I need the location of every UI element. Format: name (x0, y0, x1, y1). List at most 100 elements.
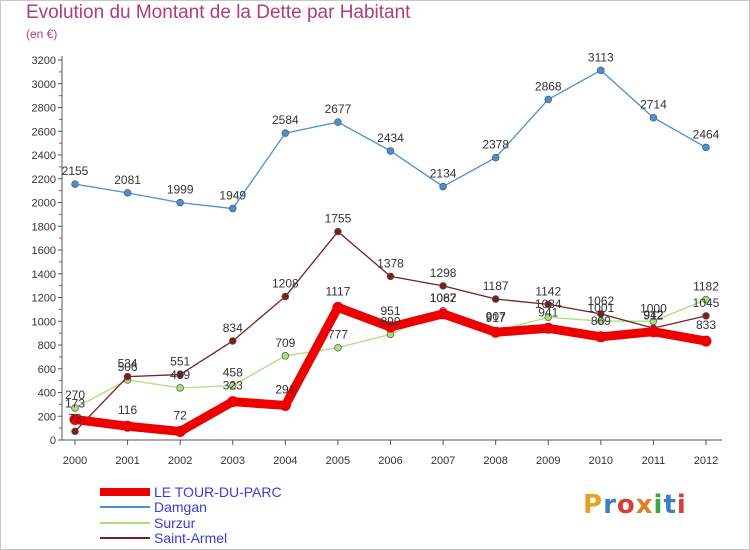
data-label: 1949 (219, 189, 246, 203)
data-label: 2081 (114, 173, 141, 187)
data-point (229, 381, 237, 390)
data-point (123, 189, 132, 197)
data-label: 1000 (640, 301, 667, 315)
y-tick-label: 1200 (32, 293, 56, 305)
legend-swatch (100, 506, 150, 509)
data-label: 1999 (167, 183, 194, 197)
chart-subtitle: (en €) (26, 27, 58, 41)
data-point (702, 312, 710, 320)
data-label: 709 (275, 336, 295, 350)
axes: 0 200 400 600 800 1000 1200 1400 1600 1800 2000 220… (32, 55, 722, 467)
data-point (281, 292, 290, 301)
data-point (71, 404, 79, 412)
y-tick-label: 2600 (32, 126, 56, 138)
data-label: 1062 (587, 294, 614, 308)
data-label: 506 (118, 360, 138, 374)
data-point (281, 129, 290, 137)
y-tick-label: 600 (38, 364, 56, 376)
y-tick-label: 800 (38, 340, 56, 352)
data-point (437, 308, 449, 320)
data-label: 777 (328, 328, 348, 342)
data-point (386, 272, 395, 281)
data-label: 72 (173, 408, 187, 422)
legend-item: Damgan (100, 499, 282, 516)
y-tick-label: 3000 (32, 79, 56, 91)
data-label: 551 (170, 355, 190, 369)
data-label: 173 (65, 396, 85, 410)
x-tick-label: 2002 (168, 455, 192, 467)
y-tick-label: 400 (38, 388, 56, 400)
data-point (334, 118, 342, 126)
legend-swatch (100, 521, 150, 524)
data-point (544, 95, 552, 104)
data-point (700, 335, 712, 347)
data-label: 912 (643, 309, 663, 323)
data-label: 291 (275, 382, 295, 396)
data-label: 869 (591, 314, 611, 328)
legend-label: Damgan (154, 499, 207, 516)
y-tick-label: 3200 (32, 55, 56, 67)
data-label: 2464 (693, 127, 720, 141)
data-point (439, 282, 447, 290)
data-point (702, 295, 710, 304)
x-tick-label: 2006 (378, 455, 402, 467)
data-point (122, 420, 134, 432)
data-label: 1187 (483, 279, 509, 293)
legend: LE TOUR-DU-PARC Damgan Surzur Saint-Armel (100, 484, 282, 546)
data-point (229, 337, 237, 345)
y-tick-label: 1000 (32, 316, 56, 328)
x-tick-label: 2004 (273, 455, 297, 467)
data-point (71, 427, 79, 436)
data-point (649, 113, 658, 122)
data-label: 1045 (693, 296, 720, 310)
y-tick-label: 2400 (32, 150, 56, 162)
data-label: 2868 (535, 79, 562, 93)
x-tick-label: 2008 (483, 455, 507, 467)
data-label: 941 (538, 305, 558, 319)
data-label: 951 (380, 304, 400, 318)
data-label: 2714 (640, 98, 667, 112)
data-point (544, 300, 552, 309)
legend-label: LE TOUR-DU-PARC (154, 483, 282, 500)
data-label: 73 (68, 411, 82, 425)
data-label: 907 (486, 309, 506, 323)
x-tick-label: 2011 (642, 455, 666, 467)
x-tick-label: 2012 (694, 455, 718, 467)
data-point (647, 326, 659, 338)
data-label: 3113 (588, 50, 614, 64)
data-point (176, 384, 184, 392)
data-labels: 2155 2081 1999 1949 2584 2677 2434 2134 2378 2868… (62, 50, 720, 425)
data-label: 942 (643, 308, 663, 322)
data-label: 890 (380, 314, 400, 328)
data-point (332, 301, 344, 313)
legend-swatch (100, 487, 150, 496)
data-point (69, 413, 81, 425)
data-point (281, 352, 290, 360)
data-label: 270 (65, 388, 85, 402)
data-point (279, 399, 291, 411)
x-tick-label: 2001 (115, 455, 139, 467)
x-tick-label: 2005 (326, 455, 350, 467)
data-label: 833 (696, 318, 716, 332)
data-label: 2134 (430, 167, 457, 181)
data-label: 2677 (325, 102, 352, 116)
x-tick-label: 2009 (536, 455, 560, 467)
legend-swatch (100, 537, 150, 540)
data-label: 1001 (587, 301, 614, 315)
legend-item: Saint-Armel (100, 530, 282, 546)
data-label: 1062 (430, 291, 457, 305)
data-label: 534 (118, 357, 138, 371)
data-label: 834 (223, 321, 243, 335)
y-tick-label: 1600 (32, 245, 56, 257)
data-point (334, 343, 342, 352)
data-point (597, 317, 605, 325)
y-tick-label: 2200 (32, 174, 56, 186)
y-tick-label: 2800 (32, 103, 56, 115)
proxiti-logo: Proxiti (583, 490, 687, 520)
data-point (227, 396, 239, 408)
x-tick-label: 2000 (63, 455, 87, 467)
data-point (439, 182, 447, 191)
y-tick-label: 200 (38, 411, 56, 423)
data-label: 1208 (272, 277, 299, 291)
data-label: 1755 (325, 212, 352, 226)
